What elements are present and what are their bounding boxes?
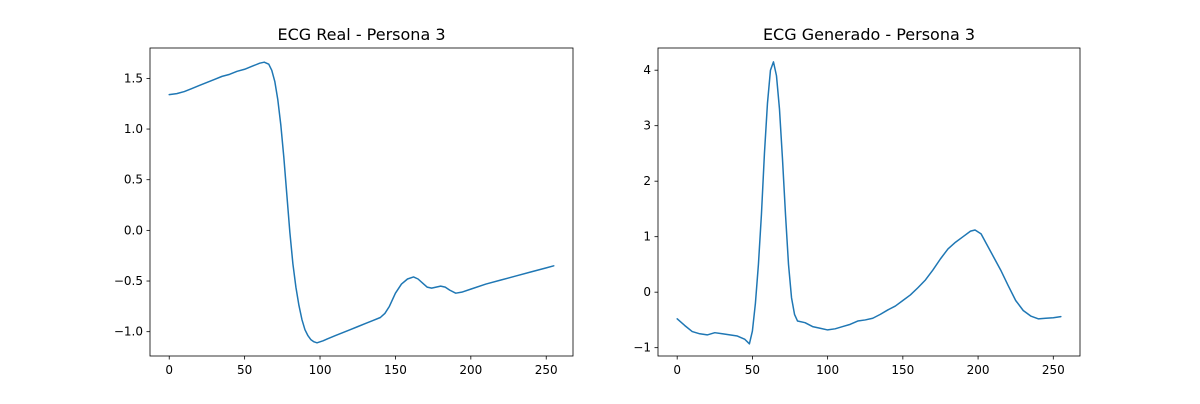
- chart-2-title: ECG Generado - Persona 3: [763, 25, 975, 44]
- chart-1-y-tick-label-1: −0.5: [114, 274, 143, 288]
- chart-1-y-tick-label-2: 0.0: [124, 223, 143, 237]
- chart-1-title: ECG Real - Persona 3: [277, 25, 445, 44]
- chart-2-x-tick-label-2: 100: [816, 363, 839, 377]
- chart-2-axes-frame: [657, 47, 1081, 357]
- chart-2-y-tick-label-4: 3: [643, 119, 651, 133]
- chart-2-x-tick-label-4: 200: [967, 363, 990, 377]
- chart-1-x-tick-label-4: 200: [459, 363, 482, 377]
- chart-1-y-tick-label-4: 1.0: [124, 122, 143, 136]
- chart-1-axes-frame: [149, 47, 574, 357]
- chart-1-y-tick-label-0: −1.0: [114, 325, 143, 339]
- chart-1-x-tick-label-5: 250: [535, 363, 558, 377]
- chart-1-x-tick-label-1: 50: [237, 363, 252, 377]
- chart-1-y-tick-label-3: 0.5: [124, 173, 143, 187]
- chart-2-series-line-1: [676, 61, 1062, 345]
- chart-2-y-tick-label-0: −1: [633, 341, 651, 355]
- chart-2-x-tick-label-5: 250: [1042, 363, 1065, 377]
- chart-2-x-tick-label-0: 0: [673, 363, 681, 377]
- chart-2-y-tick-label-2: 1: [643, 230, 651, 244]
- chart-1-x-tick-label-2: 100: [309, 363, 332, 377]
- chart-2-y-tick-label-5: 4: [643, 63, 651, 77]
- chart-2-y-tick-label-1: 0: [643, 285, 651, 299]
- chart-1-x-tick-label-0: 0: [165, 363, 173, 377]
- chart-2-y-tick-label-3: 2: [643, 174, 651, 188]
- chart-2-x-tick-label-1: 50: [745, 363, 760, 377]
- chart-1-y-tick-label-5: 1.5: [124, 71, 143, 85]
- chart-1-series-line-1: [168, 61, 555, 344]
- chart-2-x-tick-label-3: 150: [891, 363, 914, 377]
- chart-1-x-tick-label-3: 150: [384, 363, 407, 377]
